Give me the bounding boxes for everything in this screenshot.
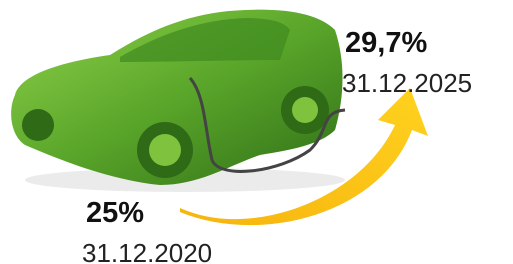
page: 29,7% 31.12.2025 25% 31.12.2020 (() => {… xyxy=(0,0,513,264)
car-rim xyxy=(292,97,318,123)
end-value: 29,7% xyxy=(345,27,427,59)
infographic: 29,7% 31.12.2025 25% 31.12.2020 xyxy=(0,0,513,264)
end-date: 31.12.2025 xyxy=(342,68,472,98)
car xyxy=(11,10,345,192)
car-rim xyxy=(149,134,181,166)
start-date: 31.12.2020 xyxy=(82,238,212,264)
car-wheel xyxy=(22,109,54,141)
start-value: 25% xyxy=(86,197,144,229)
